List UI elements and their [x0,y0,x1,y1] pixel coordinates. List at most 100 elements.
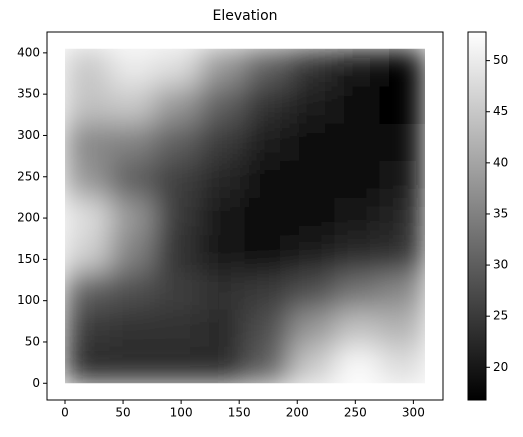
heatmap-cell [379,345,425,384]
heatmap-cell [379,85,425,124]
y-tick-label: 50 [25,334,40,348]
x-tick-label: 150 [228,406,251,420]
heatmap-cell [334,196,381,236]
colorbar-tick-label: 50 [493,53,508,67]
heatmap-cell [154,48,201,87]
heatmap-cell [244,345,291,384]
heatmap-cell [334,308,381,347]
y-tick-label: 0 [32,376,40,390]
colorbar-tick-label: 20 [493,360,508,374]
heatmap-cell [289,271,336,310]
heatmap-cell [289,159,336,198]
heatmap-cell [109,271,156,310]
heatmap-cell [379,48,425,87]
heatmap-cell [109,234,156,273]
heatmap-cell [109,85,156,124]
heatmap-cell [199,48,246,87]
heatmap-cell [379,122,425,161]
heatmap-cell [109,159,156,198]
heatmap-cells [65,48,425,384]
y-tick-label: 350 [17,87,40,101]
heatmap-cell [289,234,336,273]
heatmap-cell [65,271,111,310]
plot-frame [46,31,444,401]
y-tick-label: 150 [17,252,40,266]
heatmap-cell [334,159,381,198]
heatmap-cell [199,308,246,347]
heatmap-cell [199,345,246,384]
heatmap-cell [379,234,425,273]
heatmap-cell [199,196,246,236]
heatmap-cell [65,234,111,273]
y-tick-label: 250 [17,169,40,183]
heatmap-cell [244,271,291,310]
colorbar-tick-label: 35 [493,206,508,220]
heatmap-cell [244,48,291,87]
heatmap-cell [334,271,381,310]
heatmap-cell [199,122,246,161]
heatmap-cell [154,159,201,198]
colorbar-tick-label: 40 [493,155,508,169]
heatmap-cell [244,234,291,273]
colorbar-tick-label: 45 [493,104,508,118]
x-tick-label: 50 [115,406,130,420]
heatmap-cell [154,196,201,236]
heatmap-cell [65,196,111,236]
heatmap-cell [109,48,156,87]
heatmap-cell [109,122,156,161]
heatmap-cell [109,345,156,384]
heatmap-cell [334,85,381,124]
heatmap-cell [379,271,425,310]
colorbar-tick-label: 30 [493,258,508,272]
heatmap-cell [244,196,291,236]
heatmap [65,48,425,384]
heatmap-cell [199,234,246,273]
heatmap-cell [379,159,425,198]
x-tick-label: 0 [61,406,69,420]
heatmap-cell [334,48,381,87]
y-tick-label: 100 [17,293,40,307]
heatmap-cell [379,308,425,347]
heatmap-cell [65,122,111,161]
heatmap-cell [244,122,291,161]
heatmap-cell [154,271,201,310]
heatmap-cell [65,345,111,384]
heatmap-cell [289,48,336,87]
heatmap-cell [154,308,201,347]
y-tick-label: 300 [17,128,40,142]
heatmap-cell [154,345,201,384]
heatmap-cell [244,308,291,347]
heatmap-cell [109,196,156,236]
heatmap-cell [65,308,111,347]
chart-title: Elevation [212,8,277,24]
heatmap-cell [199,85,246,124]
heatmap-cell [289,345,336,384]
x-tick-label: 200 [286,406,309,420]
colorbar [467,31,487,401]
heatmap-cell [334,345,381,384]
heatmap-cell [65,85,111,124]
colorbar-tick-label: 25 [493,309,508,323]
heatmap-cell [289,308,336,347]
heatmap-cell [244,85,291,124]
y-tick-label: 400 [17,45,40,59]
heatmap-cell [109,308,156,347]
heatmap-cell [244,159,291,198]
x-tick-label: 300 [402,406,425,420]
heatmap-cell [65,159,111,198]
heatmap-cell [199,159,246,198]
y-tick-label: 200 [17,211,40,225]
heatmap-cell [289,85,336,124]
heatmap-cell [379,196,425,236]
heatmap-cell [199,271,246,310]
heatmap-cell [154,122,201,161]
heatmap-cell [289,122,336,161]
x-tick-label: 100 [170,406,193,420]
heatmap-cell [65,48,111,87]
heatmap-cell [334,234,381,273]
heatmap-cell [154,234,201,273]
heatmap-cell [154,85,201,124]
heatmap-cell [334,122,381,161]
x-tick-label: 250 [344,406,367,420]
